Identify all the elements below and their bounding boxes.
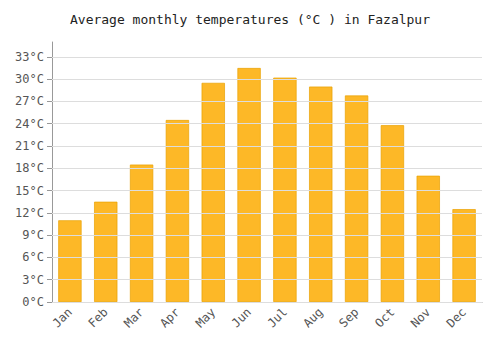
svg-text:Aug: Aug [300,305,325,330]
svg-text:Jun: Jun [229,305,254,330]
svg-text:0°C: 0°C [22,295,44,309]
svg-text:Mar: Mar [121,305,146,330]
svg-text:Average monthly temperatures (: Average monthly temperatures (°C ) in Fa… [70,12,430,27]
svg-text:3°C: 3°C [22,273,44,287]
svg-text:18°C: 18°C [15,161,44,175]
svg-text:Feb: Feb [85,305,110,330]
svg-text:Dec: Dec [444,305,469,330]
svg-text:21°C: 21°C [15,139,44,153]
svg-text:30°C: 30°C [15,72,44,86]
svg-text:27°C: 27°C [15,94,44,108]
svg-text:Nov: Nov [408,305,433,330]
svg-text:Oct: Oct [372,305,397,330]
svg-text:15°C: 15°C [15,184,44,198]
svg-text:Jul: Jul [265,305,290,330]
svg-text:9°C: 9°C [22,228,44,242]
svg-text:33°C: 33°C [15,50,44,64]
svg-text:6°C: 6°C [22,250,44,264]
svg-text:Jan: Jan [50,305,75,330]
svg-text:Apr: Apr [157,305,182,330]
svg-text:May: May [193,305,218,330]
svg-text:12°C: 12°C [15,206,44,220]
svg-text:24°C: 24°C [15,117,44,131]
svg-text:Sep: Sep [336,305,361,330]
